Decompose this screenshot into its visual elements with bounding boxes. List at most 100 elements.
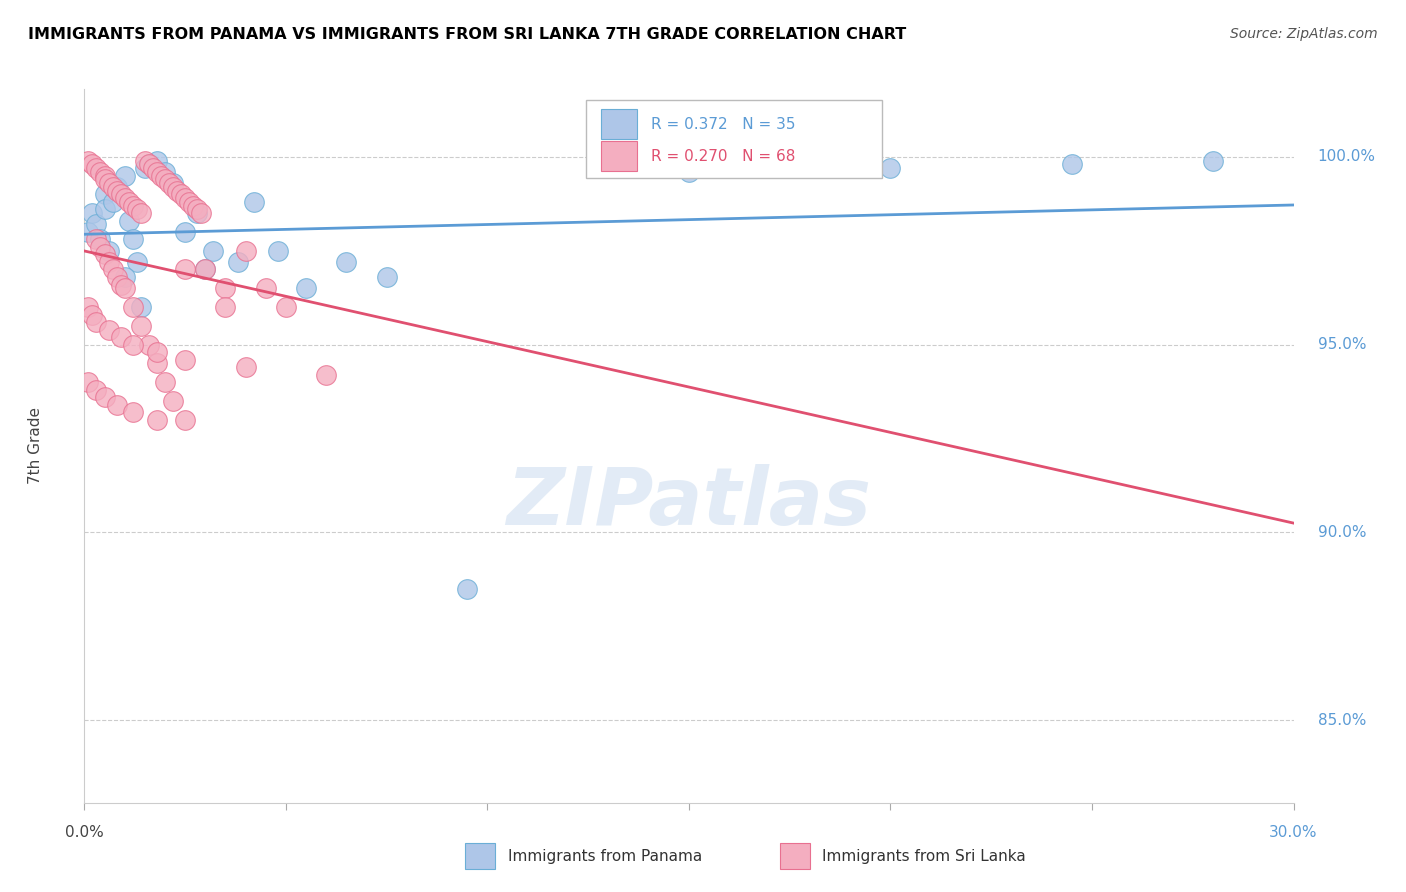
Point <box>138 157 160 171</box>
Point <box>121 337 143 351</box>
Point <box>77 375 100 389</box>
Point <box>134 153 156 168</box>
Point <box>315 368 337 382</box>
Point <box>226 255 249 269</box>
Point <box>214 281 236 295</box>
Text: 95.0%: 95.0% <box>1317 337 1367 352</box>
Point <box>93 390 115 404</box>
Point <box>82 308 104 322</box>
Point <box>254 281 277 295</box>
Point <box>1060 157 1083 171</box>
Point <box>202 244 225 258</box>
Point <box>93 169 115 183</box>
Point <box>174 191 197 205</box>
Point <box>114 169 136 183</box>
Point <box>121 199 143 213</box>
Point <box>125 202 148 217</box>
Point <box>153 165 176 179</box>
Point <box>242 194 264 209</box>
Point <box>114 281 136 295</box>
Point <box>93 202 115 217</box>
Point <box>295 281 318 295</box>
Point <box>235 360 257 375</box>
Point <box>89 232 111 246</box>
Point <box>879 161 901 175</box>
Point <box>194 262 217 277</box>
Point <box>142 161 165 175</box>
Point <box>174 225 197 239</box>
Point <box>134 161 156 175</box>
Point <box>77 225 100 239</box>
Text: 30.0%: 30.0% <box>1270 825 1317 840</box>
Text: R = 0.372   N = 35: R = 0.372 N = 35 <box>651 117 796 132</box>
Point <box>186 202 208 217</box>
Point <box>77 300 100 314</box>
FancyBboxPatch shape <box>779 844 810 869</box>
Point <box>105 179 128 194</box>
Point <box>118 213 141 227</box>
FancyBboxPatch shape <box>600 141 637 171</box>
Text: Immigrants from Panama: Immigrants from Panama <box>508 849 702 863</box>
Point <box>97 255 120 269</box>
Point <box>101 194 124 209</box>
Point <box>138 157 160 171</box>
FancyBboxPatch shape <box>600 109 637 139</box>
Point <box>274 300 297 314</box>
Point <box>153 375 176 389</box>
Point <box>129 206 152 220</box>
Point <box>174 413 197 427</box>
Point <box>86 218 108 232</box>
Point <box>456 582 478 596</box>
Text: 90.0%: 90.0% <box>1317 524 1367 540</box>
Point <box>170 187 193 202</box>
Point <box>174 352 197 367</box>
Point <box>335 255 357 269</box>
Point <box>93 172 115 186</box>
Text: Source: ZipAtlas.com: Source: ZipAtlas.com <box>1230 27 1378 41</box>
Point <box>86 315 108 329</box>
Point <box>114 270 136 285</box>
Point <box>77 153 100 168</box>
Point <box>82 206 104 220</box>
Point <box>190 206 212 220</box>
Point <box>678 165 700 179</box>
Point <box>121 232 143 246</box>
Point <box>86 161 108 175</box>
Point <box>194 262 217 277</box>
Point <box>235 244 257 258</box>
Text: IMMIGRANTS FROM PANAMA VS IMMIGRANTS FROM SRI LANKA 7TH GRADE CORRELATION CHART: IMMIGRANTS FROM PANAMA VS IMMIGRANTS FRO… <box>28 27 907 42</box>
FancyBboxPatch shape <box>586 100 883 178</box>
Point <box>110 187 132 202</box>
Text: 7th Grade: 7th Grade <box>28 408 44 484</box>
Point <box>97 176 120 190</box>
Point <box>125 255 148 269</box>
Point <box>153 172 176 186</box>
Point <box>97 322 120 336</box>
Point <box>110 330 132 344</box>
Point <box>174 262 197 277</box>
Point <box>166 184 188 198</box>
Point <box>89 240 111 254</box>
Point <box>101 179 124 194</box>
Point <box>162 176 184 190</box>
Text: ZIPatlas: ZIPatlas <box>506 464 872 542</box>
Point <box>97 244 120 258</box>
Point <box>146 345 169 359</box>
Point <box>146 356 169 370</box>
Point <box>162 179 184 194</box>
Point <box>375 270 398 285</box>
Point <box>181 199 204 213</box>
Point <box>146 165 169 179</box>
Point <box>179 194 201 209</box>
Point <box>129 300 152 314</box>
Point <box>267 244 290 258</box>
Point <box>105 184 128 198</box>
Point <box>149 169 172 183</box>
Text: 100.0%: 100.0% <box>1317 149 1375 164</box>
Point <box>101 262 124 277</box>
Point <box>82 157 104 171</box>
Point <box>121 405 143 419</box>
Point <box>93 187 115 202</box>
Point <box>86 383 108 397</box>
Point <box>129 318 152 333</box>
